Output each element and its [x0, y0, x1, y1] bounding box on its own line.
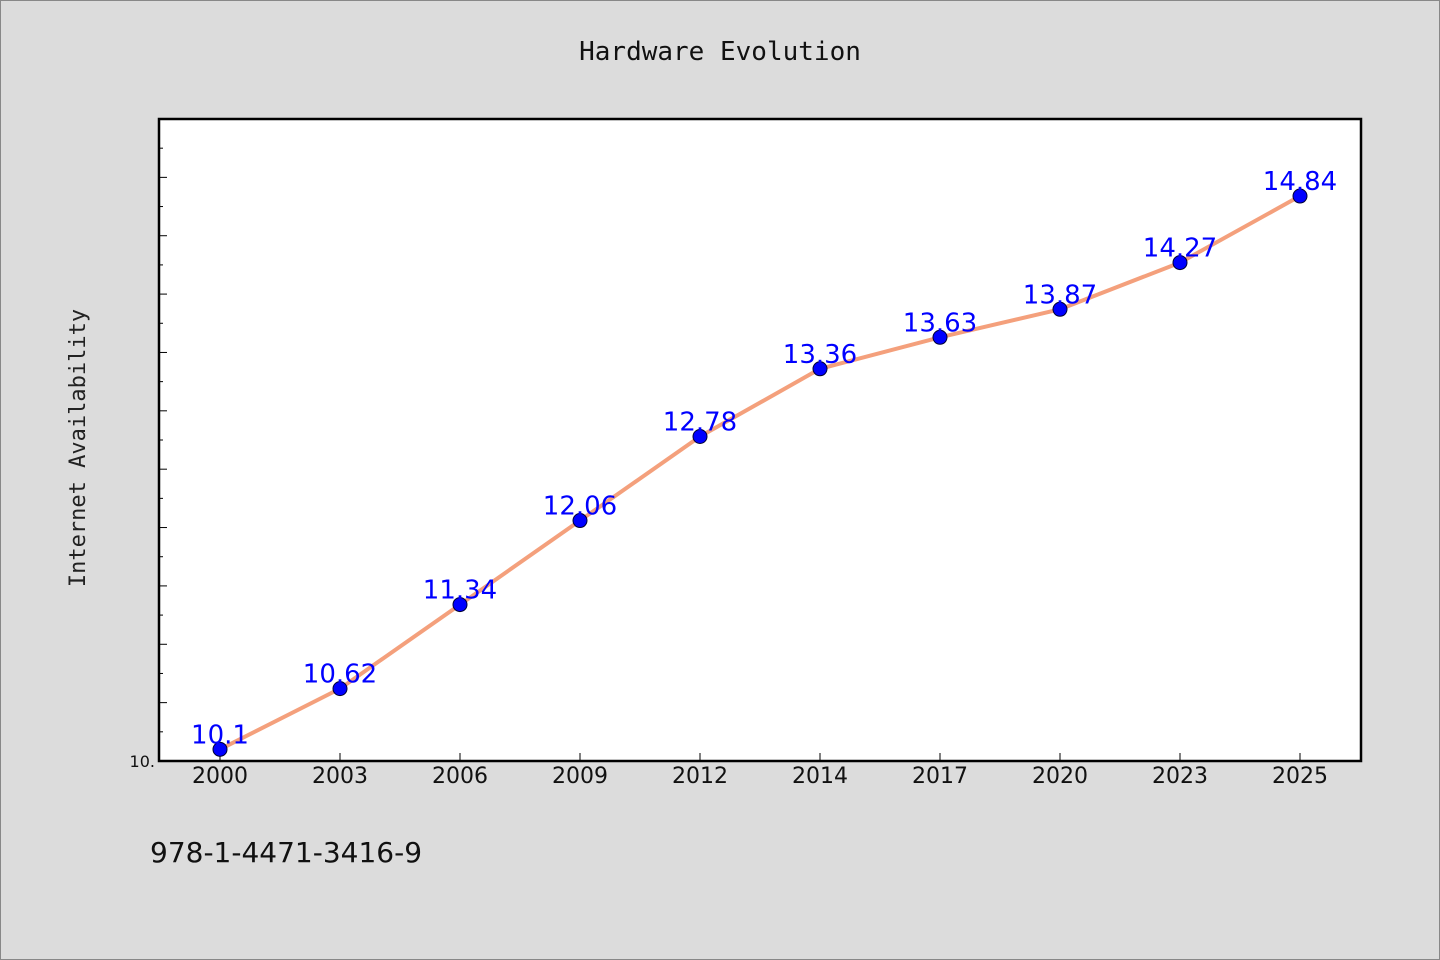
x-tick-label: 2009: [552, 764, 608, 789]
x-tick-label: 2020: [1032, 764, 1088, 789]
data-label: 11.34: [423, 576, 497, 606]
data-label: 10.62: [303, 660, 377, 690]
data-point: [812, 361, 828, 377]
x-tick-label: 2012: [672, 764, 728, 789]
x-tick-label: 2014: [792, 764, 848, 789]
data-point: [212, 741, 228, 757]
x-tick-label: 2003: [312, 764, 368, 789]
data-point: [1052, 301, 1068, 317]
data-point: [692, 428, 708, 444]
x-tick-label: 2006: [432, 764, 488, 789]
x-tick-label: 2025: [1272, 764, 1328, 789]
data-series: 10.1 10.62 11.34 12.06 12.78 13.36 13.63 13.87 1…: [191, 167, 1337, 757]
data-label: 14.27: [1143, 234, 1217, 264]
data-point: [932, 329, 948, 345]
x-tick-label: 2017: [912, 764, 968, 789]
data-label: 10.1: [191, 720, 249, 750]
y-axis-label: Internet Availability: [66, 309, 91, 587]
chart-title: Hardware Evolution: [579, 37, 861, 67]
y-tick-label: 10.: [130, 752, 155, 771]
series-line: [219, 194, 1301, 752]
data-point: [1172, 255, 1188, 271]
x-tick-labels: 2000 2003 2006 2009 2012 2014 2017 2020 2023 2025: [192, 753, 1328, 789]
data-point: [332, 681, 348, 697]
plot-area: [157, 117, 1363, 763]
x-tick-label: 2023: [1152, 764, 1208, 789]
data-label: 13.36: [783, 340, 857, 370]
data-label: 13.87: [1023, 280, 1097, 310]
isbn-label: 978-1-4471-3416-9: [150, 836, 422, 869]
data-label: 12.78: [663, 407, 737, 437]
data-label: 12.06: [543, 492, 617, 522]
y-axis-ticks: [159, 147, 167, 762]
data-label: 14.84: [1263, 167, 1337, 197]
data-point: [452, 597, 468, 613]
data-label: 13.63: [903, 308, 977, 338]
data-point: [1292, 188, 1308, 204]
y-tick-labels: 10.: [130, 752, 155, 771]
x-tick-label: 2000: [192, 764, 248, 789]
data-point: [572, 513, 588, 529]
